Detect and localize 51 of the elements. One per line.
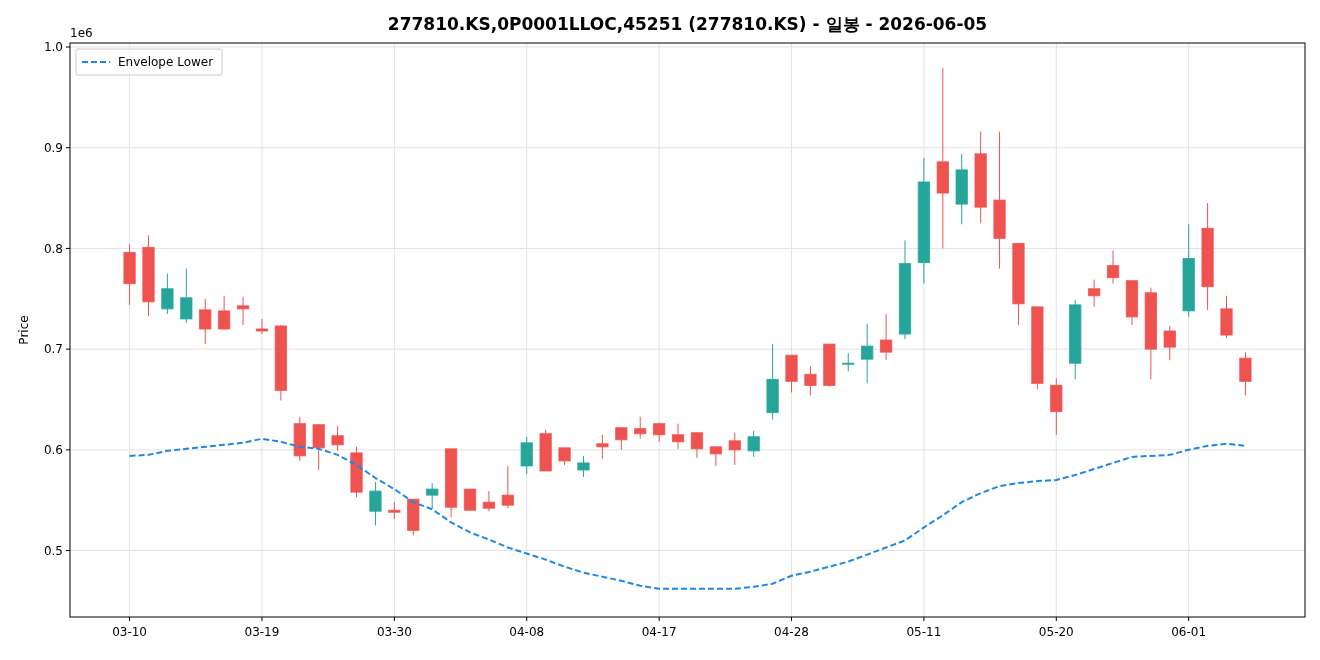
y-tick-label: 0.6 (43, 443, 63, 458)
x-tick-label: 03-10 (112, 625, 148, 639)
candlestick (236, 296, 250, 326)
candlestick (255, 318, 269, 335)
x-tick-label: 06-01 (1171, 625, 1207, 639)
line-series (128, 437, 1247, 590)
candlestick (501, 465, 514, 509)
y-tick-label: 0.8 (43, 241, 63, 256)
candlestick (1163, 325, 1176, 361)
chart-title: 277810.KS,0P0001LLOC,45251 (277810.KS) - 일봉 - 2026-06-05 (387, 14, 988, 34)
candlestick (671, 423, 685, 450)
candlestick (615, 427, 628, 451)
candlestick (728, 432, 741, 466)
y-tick-label: 0.7 (43, 342, 63, 357)
candlestick (199, 298, 212, 345)
candlestick (520, 436, 533, 475)
candlestick (747, 430, 760, 458)
candlestick (1087, 279, 1101, 308)
y-tick-label: 0.5 (43, 543, 63, 558)
candlestick (426, 482, 439, 509)
x-tick-label: 04-17 (641, 625, 677, 639)
y-tick-label: 1.0 (43, 40, 63, 55)
candlestick (1239, 351, 1252, 396)
x-tick-label: 04-28 (774, 625, 809, 639)
candlestick (804, 365, 817, 396)
candlestick (180, 268, 193, 324)
candlestick (842, 352, 855, 372)
candlestick (634, 416, 647, 440)
x-tick-label: 04-08 (509, 625, 545, 639)
candlestick (861, 323, 874, 384)
candlestick (879, 313, 893, 361)
candlestick (331, 425, 344, 452)
candlestick (369, 481, 382, 526)
legend-label: Envelope Lower (118, 55, 214, 70)
candlestick (161, 273, 174, 315)
candlestick (709, 446, 723, 467)
candlestick (596, 434, 609, 460)
x-tick-label: 03-30 (376, 625, 412, 639)
candlestick (690, 432, 704, 459)
candlestick (1106, 249, 1120, 285)
candlestick (217, 295, 231, 331)
x-tick-label: 05-20 (1038, 625, 1074, 639)
x-tick-label: 05-11 (906, 625, 942, 639)
y-tick-label: 0.9 (43, 140, 63, 155)
x-tick-label: 03-19 (244, 625, 280, 639)
candlestick (312, 424, 325, 471)
candlestick (482, 490, 496, 512)
candlestick (463, 488, 477, 511)
y-axis-title: Price (17, 315, 31, 345)
text: 1e6 (70, 26, 93, 40)
candlestick (577, 455, 590, 478)
